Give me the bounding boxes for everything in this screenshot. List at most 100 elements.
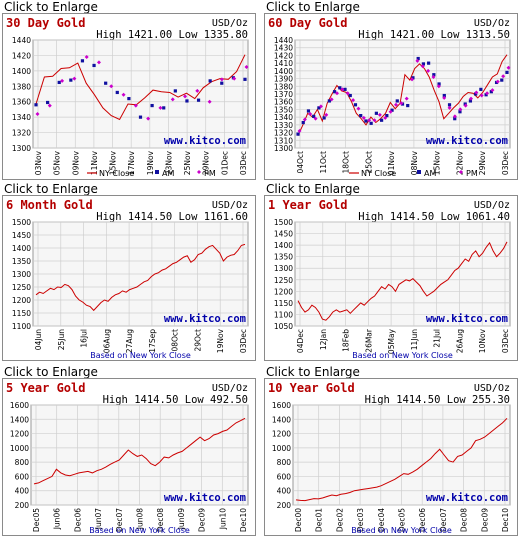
- x-tick-label: 06Aug: [102, 329, 111, 353]
- x-tick-label: 18Oct: [342, 151, 351, 174]
- pm-point: [474, 90, 479, 95]
- chart-panel[interactable]: 6 Month Gold USD/Oz High 1414.50 Low 1161.…: [2, 195, 256, 361]
- am-point: [385, 114, 389, 118]
- x-tick-label: 26Aug: [455, 329, 464, 353]
- pm-point: [232, 76, 237, 81]
- x-tick-label: 29Nov: [202, 150, 211, 175]
- high-low-label: High 1414.50 Low 492.50: [103, 394, 248, 406]
- x-tick-label: 03Dec: [501, 329, 510, 353]
- pm-point: [431, 75, 436, 80]
- pm-point: [109, 84, 114, 89]
- pm-point: [345, 91, 350, 96]
- x-tick-label: 16Jul: [80, 329, 89, 348]
- y-tick-label: 1330: [274, 121, 293, 130]
- high-low-label: High 1421.00 Low 1313.50: [358, 29, 510, 41]
- pm-point: [501, 74, 506, 79]
- y-tick-label: 1420: [274, 51, 293, 60]
- watermark-kitco: www.kitco.com: [164, 492, 246, 504]
- pm-point: [361, 115, 366, 120]
- y-tick-label: 1370: [274, 90, 293, 99]
- am-point: [458, 110, 462, 114]
- chart-panel[interactable]: 10 Year Gold USD/Oz High 1414.50 Low 255.3…: [264, 378, 518, 536]
- x-tick-label: Dec10: [501, 508, 510, 532]
- y-tick-label: 1420: [12, 51, 31, 60]
- click-to-enlarge-link[interactable]: Click to Enlarge: [266, 0, 360, 14]
- x-tick-label: Dec06: [73, 508, 82, 532]
- high-low-label: High 1414.50 Low 1161.60: [96, 211, 248, 223]
- y-tick-label: 600: [277, 472, 292, 481]
- y-tick-label: 1300: [12, 144, 31, 153]
- am-point: [411, 76, 415, 80]
- am-point: [332, 90, 337, 94]
- pm-point: [195, 88, 200, 93]
- am-point: [505, 70, 509, 74]
- watermark-kitco: www.kitco.com: [426, 135, 508, 147]
- series-line-ny-close: [297, 241, 508, 321]
- am-point: [432, 73, 436, 77]
- x-tick-label: Dec04: [377, 508, 386, 532]
- y-tick-label: 1440: [12, 36, 31, 45]
- am-point: [46, 100, 50, 105]
- pm-point: [244, 65, 249, 69]
- chart-panel[interactable]: 30 Day Gold USD/Oz High 1421.00 Low 1335.8…: [2, 13, 256, 180]
- y-tick-label: 1400: [12, 244, 31, 253]
- series-line-ny-close: [35, 54, 246, 121]
- plot-area: [32, 39, 249, 149]
- legend-label: NY Close: [99, 169, 134, 178]
- am-point: [243, 77, 247, 81]
- x-tick-label: Jun08: [136, 508, 145, 530]
- based-on-note: Based on New York Close: [89, 526, 190, 535]
- pm-point: [463, 103, 468, 108]
- am-point: [489, 90, 493, 94]
- chart-panel[interactable]: 1 Year Gold USD/Oz High 1414.50 Low 1061.4…: [264, 195, 518, 361]
- x-tick-label: 03Nov: [34, 150, 43, 175]
- am-point: [447, 103, 452, 107]
- x-tick-label: Jun07: [94, 508, 103, 530]
- unit-label: USD/Oz: [474, 200, 510, 211]
- am-point: [406, 103, 410, 108]
- unit-label: USD/Oz: [474, 18, 510, 29]
- series-line-ny-close: [297, 54, 508, 136]
- click-to-enlarge-link[interactable]: Click to Enlarge: [4, 365, 98, 379]
- pm-point: [452, 114, 457, 119]
- am-point: [57, 80, 61, 85]
- am-point: [301, 120, 305, 125]
- am-point: [115, 90, 119, 95]
- am-point: [437, 82, 441, 86]
- click-to-enlarge-link[interactable]: Click to Enlarge: [266, 365, 360, 379]
- chart-panel[interactable]: 60 Day Gold USD/Oz High 1421.00 Low 1313.5…: [264, 13, 518, 180]
- x-tick-label: 17Nov: [127, 150, 136, 175]
- am-point: [127, 97, 131, 101]
- am-point: [364, 119, 368, 123]
- am-point: [442, 93, 446, 98]
- click-to-enlarge-link[interactable]: Click to Enlarge: [266, 182, 360, 196]
- x-tick-label: 15Nov: [109, 150, 118, 175]
- chart-panel[interactable]: 5 Year Gold USD/Oz High 1414.50 Low 492.50…: [2, 378, 256, 536]
- x-tick-label: 09Nov: [71, 150, 80, 175]
- x-tick-label: 29Nov: [478, 150, 487, 175]
- pm-point: [170, 97, 175, 102]
- am-point: [306, 109, 311, 113]
- y-tick-label: 1050: [274, 322, 293, 331]
- based-on-note: Based on New York Close: [352, 351, 453, 360]
- x-tick-label: 05May: [387, 328, 396, 354]
- legend-label: AM: [424, 169, 436, 178]
- x-tick-label: Dec06: [418, 508, 427, 532]
- x-tick-label: Jun10: [218, 508, 227, 530]
- based-on-note: Based on New York Close: [351, 526, 452, 535]
- unit-label: USD/Oz: [474, 383, 510, 394]
- x-tick-label: Dec01: [315, 508, 324, 532]
- x-tick-label: Dec00: [294, 508, 303, 532]
- unit-label: USD/Oz: [212, 18, 248, 29]
- x-tick-label: 25Oct: [364, 151, 373, 174]
- y-tick-label: 1500: [12, 218, 31, 227]
- am-point: [150, 103, 154, 108]
- click-to-enlarge-link[interactable]: Click to Enlarge: [4, 0, 98, 14]
- chart-cell-5-year: Click to Enlarge 5 Year Gold USD/Oz High 1…: [2, 365, 257, 537]
- pm-point: [426, 68, 431, 73]
- click-to-enlarge-link[interactable]: Click to Enlarge: [4, 182, 98, 196]
- am-point: [173, 89, 177, 93]
- am-point: [427, 61, 431, 65]
